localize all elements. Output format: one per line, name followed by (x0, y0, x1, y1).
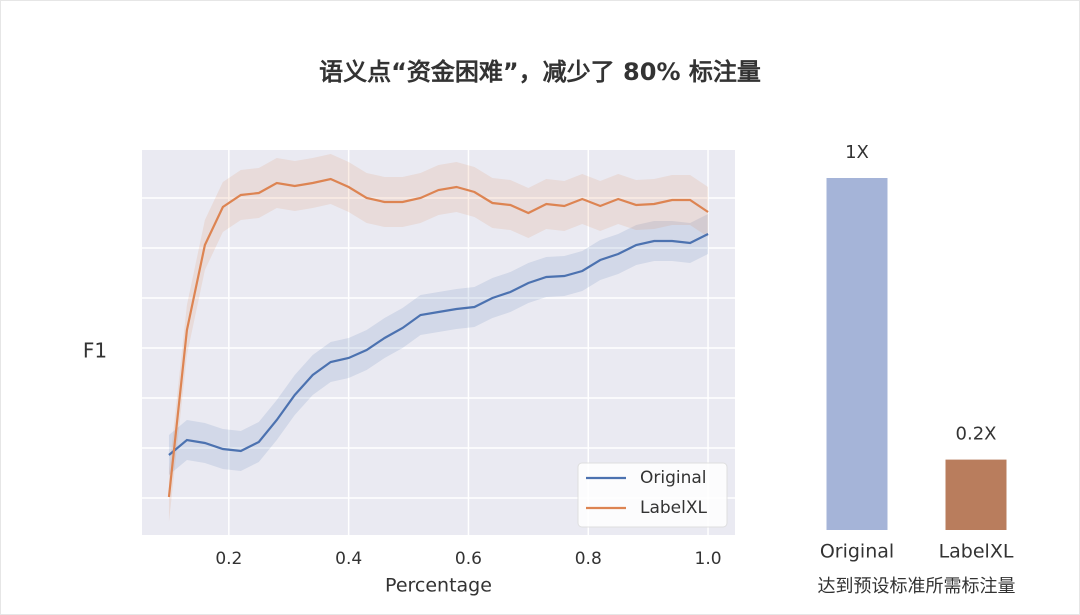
legend-label: LabelXL (640, 498, 708, 518)
x-axis-label: Percentage (385, 575, 492, 597)
y-axis-label: F1 (83, 339, 107, 363)
bar (826, 178, 888, 530)
x-tick-label: 0.8 (575, 549, 602, 569)
x-tick-label: 0.6 (455, 549, 482, 569)
x-tick-label: LabelXL (939, 541, 1014, 563)
legend-label: Original (640, 468, 707, 488)
value-label: 0.2X (956, 424, 997, 445)
x-axis-label: 达到预设标准所需标注量 (818, 576, 1016, 597)
x-tick-label: 0.4 (335, 549, 362, 569)
confidence-band (168, 154, 709, 522)
line (168, 233, 709, 456)
x-tick-label: 1.0 (695, 549, 722, 569)
value-label: 1X (845, 142, 869, 163)
x-tick-label: 0.2 (215, 549, 242, 569)
page-title: 语义点“资金困难”，减少了 80% 标注量 (319, 58, 761, 86)
bar (945, 459, 1007, 530)
line (167, 177, 709, 498)
confidence-band (168, 214, 709, 475)
x-tick-label: Original (820, 541, 894, 563)
